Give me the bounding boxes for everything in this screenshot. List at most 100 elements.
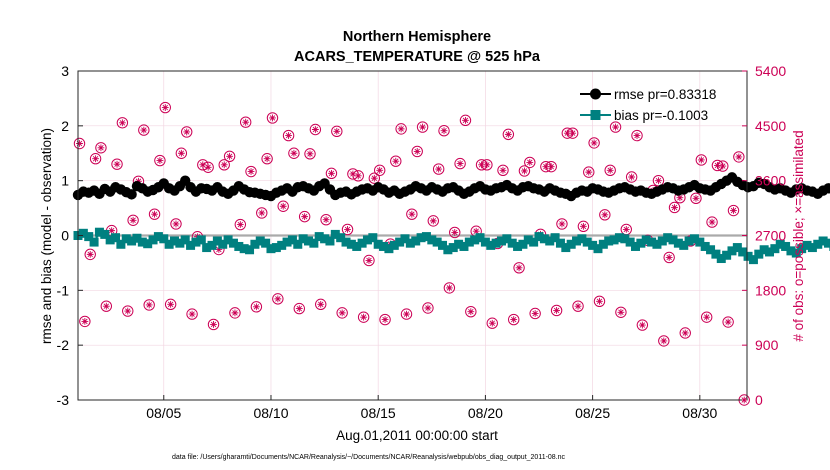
obs-assimilated-marker (655, 177, 662, 185)
obs-possible-marker (95, 142, 107, 154)
obs-count-point (593, 295, 606, 307)
obs-count-point (395, 123, 407, 135)
obs-assimilated-marker (504, 130, 512, 138)
obs-possible-marker (566, 127, 579, 139)
obs-count-point (250, 301, 263, 313)
bias-point (545, 236, 555, 246)
y-right-tick-label: 900 (755, 337, 779, 353)
obs-assimilated-marker (301, 213, 309, 221)
bias-point (577, 234, 587, 244)
bias-point (266, 244, 276, 254)
obs-count-point (282, 129, 295, 142)
obs-count-point (432, 163, 445, 175)
obs-count-point (181, 126, 193, 138)
obs-count-point (486, 317, 498, 329)
obs-possible-marker (588, 137, 600, 149)
obs-possible-marker (336, 307, 348, 319)
obs-possible-marker (658, 335, 670, 347)
obs-count-point (668, 201, 681, 214)
bias-point (700, 241, 710, 251)
obs-possible-marker (250, 301, 263, 313)
bias-point (738, 247, 748, 257)
obs-count-point (566, 127, 579, 139)
obs-possible-marker (427, 215, 439, 227)
bias-point (352, 241, 362, 251)
obs-count-point (79, 315, 91, 328)
obs-assimilated-marker (333, 127, 341, 135)
obs-assimilated-marker (451, 229, 459, 236)
bias-point (823, 238, 830, 248)
obs-count-point (427, 215, 439, 227)
obs-assimilated-marker (660, 337, 668, 345)
obs-count-point (315, 298, 327, 311)
obs-possible-marker (164, 298, 177, 311)
obs-count-point (690, 192, 702, 205)
obs-possible-marker (390, 155, 402, 167)
obs-assimilated-marker (601, 211, 609, 219)
obs-assimilated-marker (665, 254, 673, 261)
obs-assimilated-marker (403, 310, 410, 318)
bias-point (346, 239, 356, 249)
y-left-tick-label: 0 (61, 228, 69, 244)
obs-assimilated-marker (671, 204, 678, 211)
obs-possible-marker (154, 154, 166, 167)
obs-possible-marker (465, 305, 477, 318)
obs-count-point (127, 214, 139, 226)
obs-possible-marker (733, 151, 745, 163)
bias-point (647, 237, 657, 247)
y-left-tick-label: -3 (57, 392, 70, 408)
obs-count-point (357, 311, 370, 323)
obs-assimilated-marker (526, 158, 534, 166)
bias-point (513, 241, 523, 251)
obs-count-point (320, 213, 332, 226)
obs-possible-marker (406, 208, 418, 220)
obs-count-point (513, 262, 525, 274)
obs-possible-marker (663, 251, 675, 264)
obs-possible-marker (550, 304, 563, 317)
obs-count-point (379, 313, 391, 326)
obs-count-point (717, 160, 729, 172)
obs-possible-marker (331, 125, 343, 138)
bias-point (330, 229, 340, 239)
obs-assimilated-marker (472, 227, 480, 235)
obs-possible-marker (315, 298, 327, 311)
obs-possible-marker (239, 116, 252, 128)
bias-point (314, 232, 324, 242)
obs-assimilated-marker (86, 250, 94, 258)
obs-possible-marker (256, 207, 268, 219)
obs-count-point (272, 293, 284, 305)
obs-assimilated-marker (692, 194, 700, 202)
x-tick-label: 08/05 (146, 405, 181, 421)
bias-point (427, 235, 437, 245)
obs-count-point (373, 164, 386, 177)
bias-point (706, 245, 716, 255)
obs-possible-marker (89, 153, 102, 165)
bias-point (384, 244, 394, 254)
obs-count-point (556, 218, 568, 230)
obs-assimilated-marker (681, 329, 689, 337)
bias-point (598, 239, 608, 249)
obs-possible-marker (583, 166, 595, 178)
obs-assimilated-marker (290, 149, 298, 157)
bias-point (448, 243, 458, 253)
y-left-tick-label: -1 (57, 282, 70, 298)
obs-assimilated-marker (344, 226, 351, 233)
obs-count-point (502, 128, 515, 141)
bias-point (652, 239, 662, 249)
bias-point (561, 243, 571, 253)
bias-point (470, 235, 480, 245)
obs-possible-marker (679, 327, 691, 339)
obs-assimilated-marker (499, 166, 507, 174)
bias-point (566, 239, 576, 249)
bias-point (679, 240, 689, 250)
obs-count-point (261, 153, 273, 165)
bias-point (555, 238, 565, 248)
bias-point (765, 247, 775, 257)
bias-point (572, 236, 582, 246)
y-left-tick-label: 1 (61, 173, 69, 189)
bias-point (620, 234, 630, 244)
obs-possible-marker (379, 313, 391, 326)
obs-assimilated-marker (220, 161, 228, 169)
obs-assimilated-marker (322, 216, 330, 224)
